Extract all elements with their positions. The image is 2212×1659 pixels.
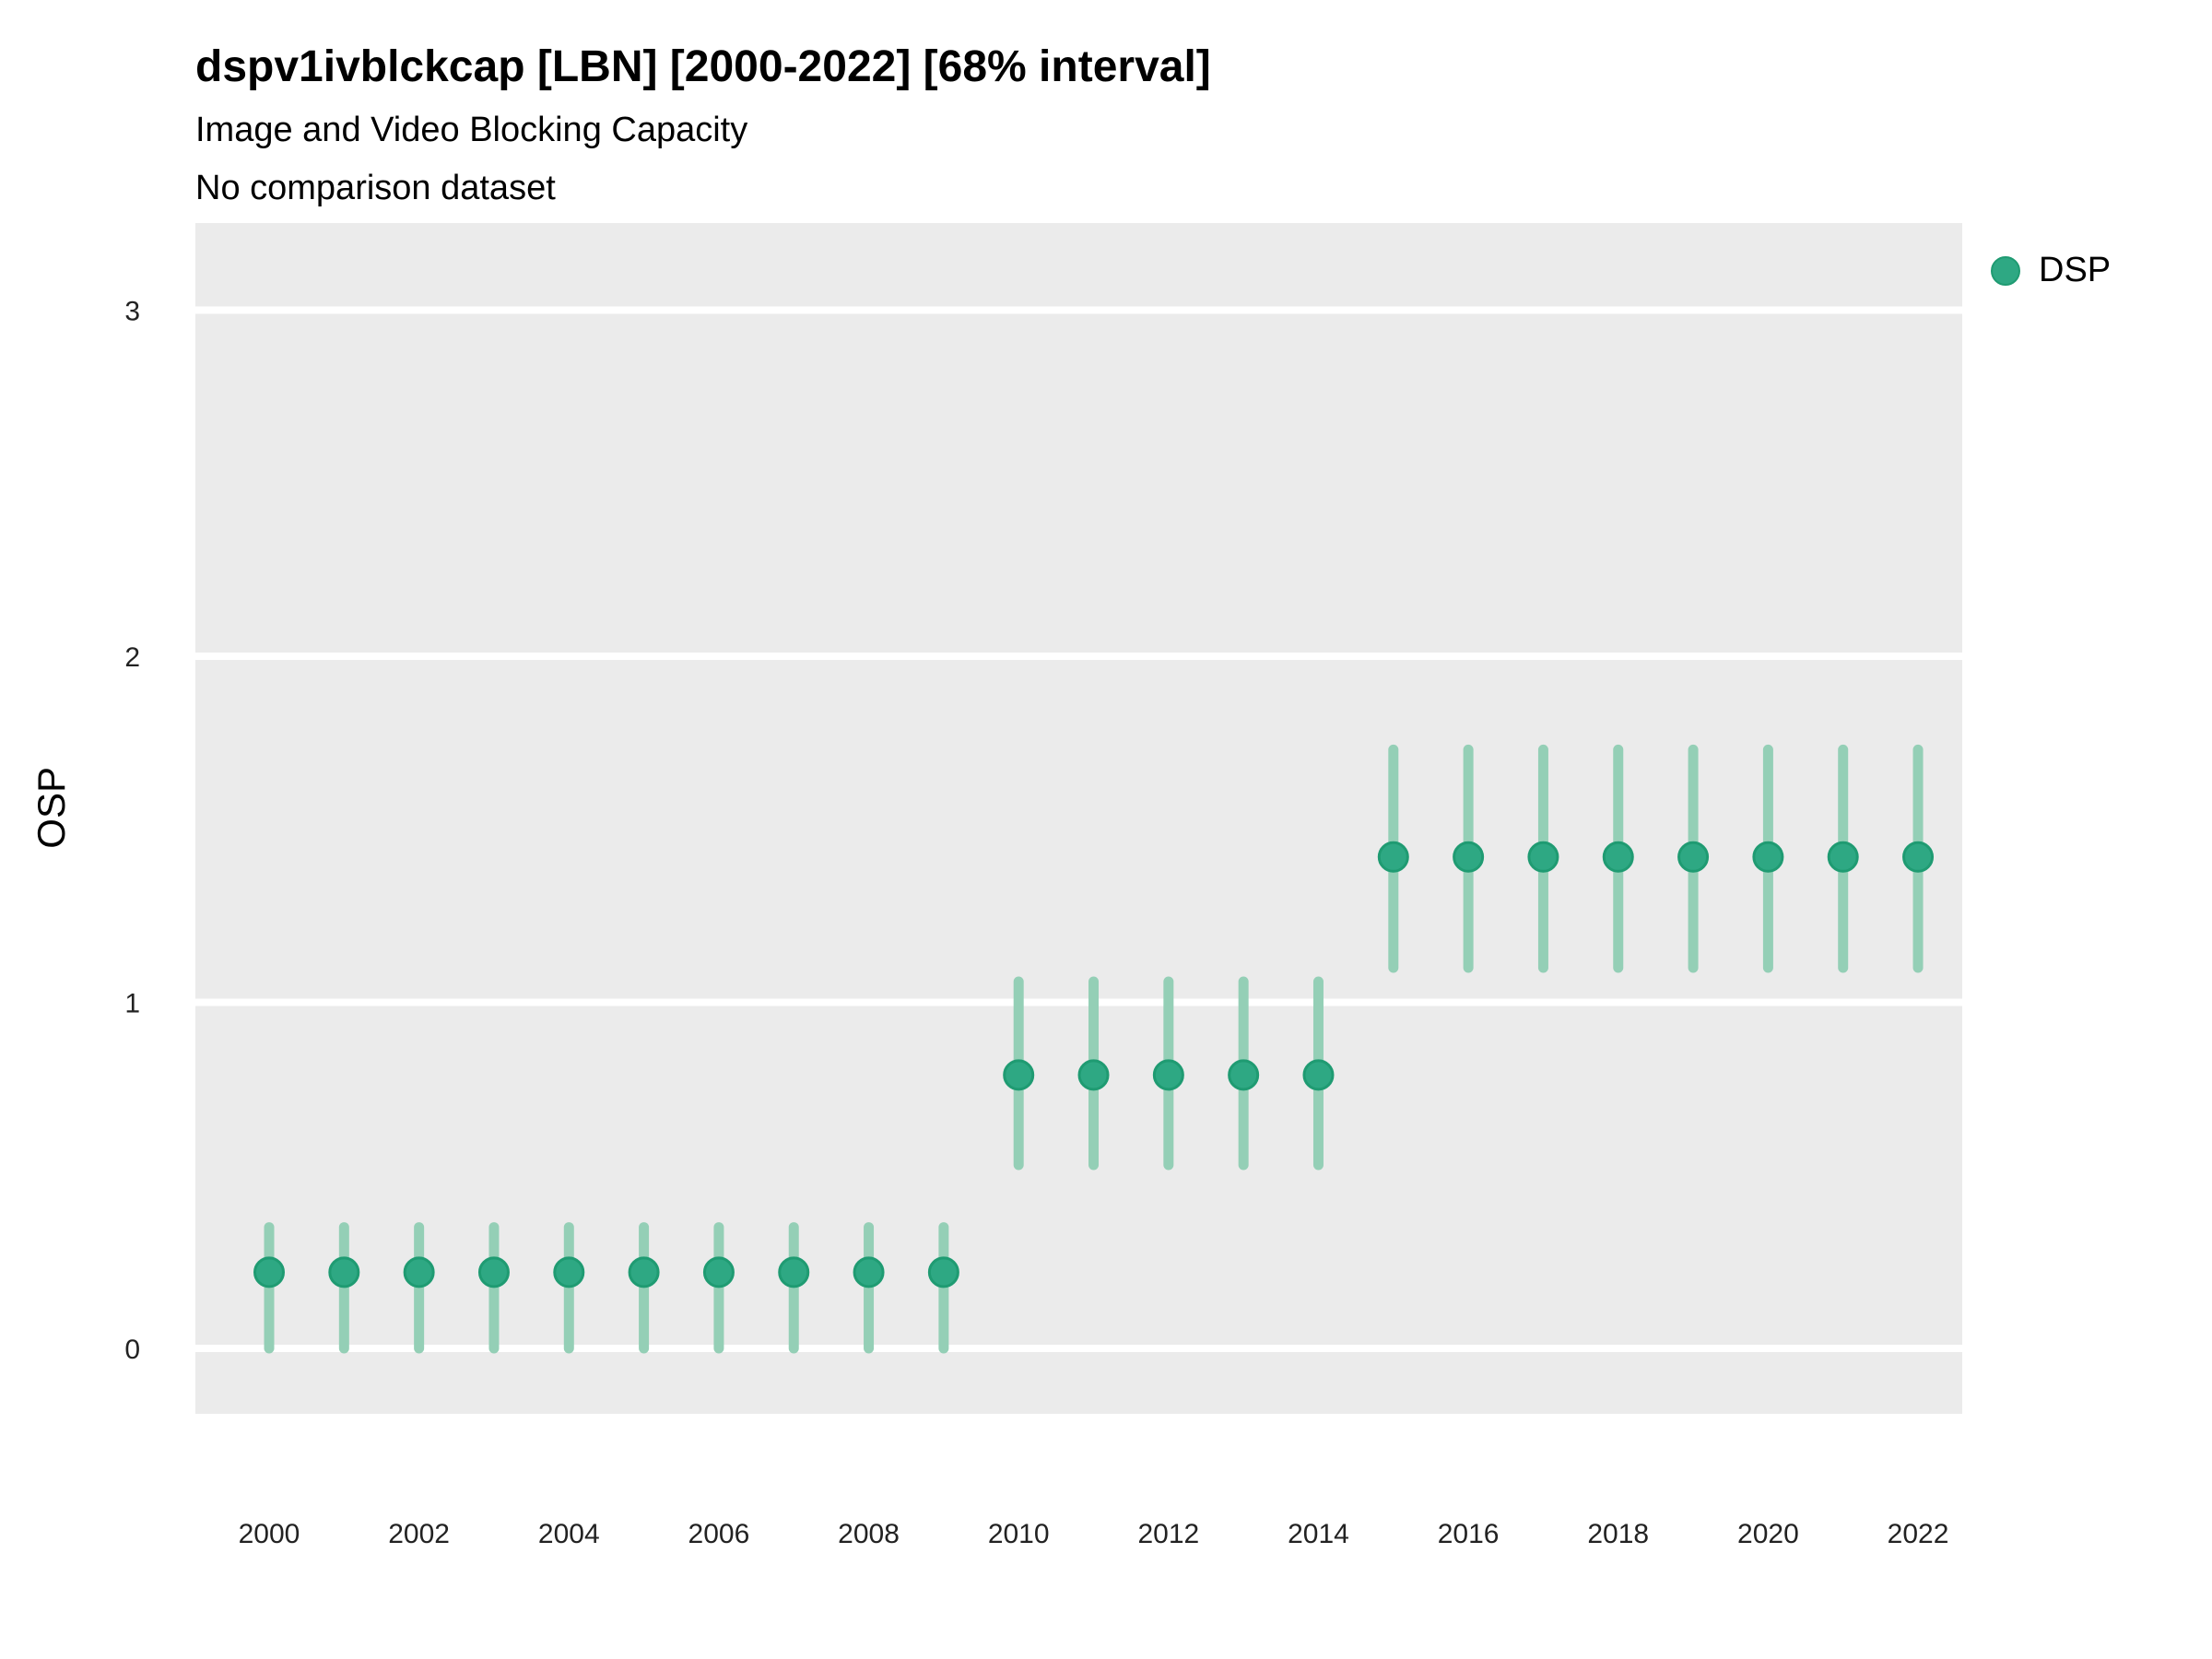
data-point [1527,841,1559,873]
x-tick-label: 2004 [538,1519,600,1549]
data-point [1677,841,1710,873]
x-tick-label: 2010 [988,1519,1050,1549]
legend-dot-icon [1991,255,2020,286]
chart-title: dspv1ivblckcap [LBN] [2000-2022] [68% in… [195,42,1211,91]
x-tick-label: 2022 [1888,1519,1949,1549]
data-point [403,1256,435,1288]
data-point [853,1256,885,1288]
y-tick-label: 1 [124,989,140,1019]
data-point [778,1256,810,1288]
plot-panel [195,223,1962,1414]
data-point [927,1256,959,1288]
data-point [628,1256,660,1288]
y-tick-label: 2 [124,642,140,673]
x-tick-label: 2016 [1438,1519,1500,1549]
x-tick-label: 2012 [1137,1519,1199,1549]
data-point [1752,841,1784,873]
y-tick-label: 0 [124,1335,140,1365]
legend: DSP [1991,251,2111,290]
data-point [702,1256,735,1288]
x-tick-label: 2006 [688,1519,750,1549]
y-tick-label: 3 [124,297,140,327]
data-point [1077,1059,1110,1091]
data-point [1302,1059,1335,1091]
chart-subtitle: Image and Video Blocking Capacity [195,111,748,149]
x-tick-label: 2002 [388,1519,450,1549]
data-point [1902,841,1935,873]
data-point [553,1256,585,1288]
data-point [328,1256,360,1288]
x-tick-label: 2008 [838,1519,900,1549]
data-point [253,1256,285,1288]
x-tick-label: 2000 [239,1519,300,1549]
y-axis-title: OSP [29,767,73,849]
chart-note: No comparison dataset [195,169,556,207]
data-point [1003,1059,1035,1091]
data-point [477,1256,510,1288]
data-point [1827,841,1859,873]
legend-label: DSP [2039,251,2112,289]
data-point [1602,841,1634,873]
data-point [1228,1059,1260,1091]
data-point [1453,841,1485,873]
x-tick-label: 2020 [1737,1519,1799,1549]
x-tick-label: 2018 [1587,1519,1649,1549]
data-point [1152,1059,1184,1091]
x-tick-label: 2014 [1288,1519,1349,1549]
data-point [1377,841,1409,873]
